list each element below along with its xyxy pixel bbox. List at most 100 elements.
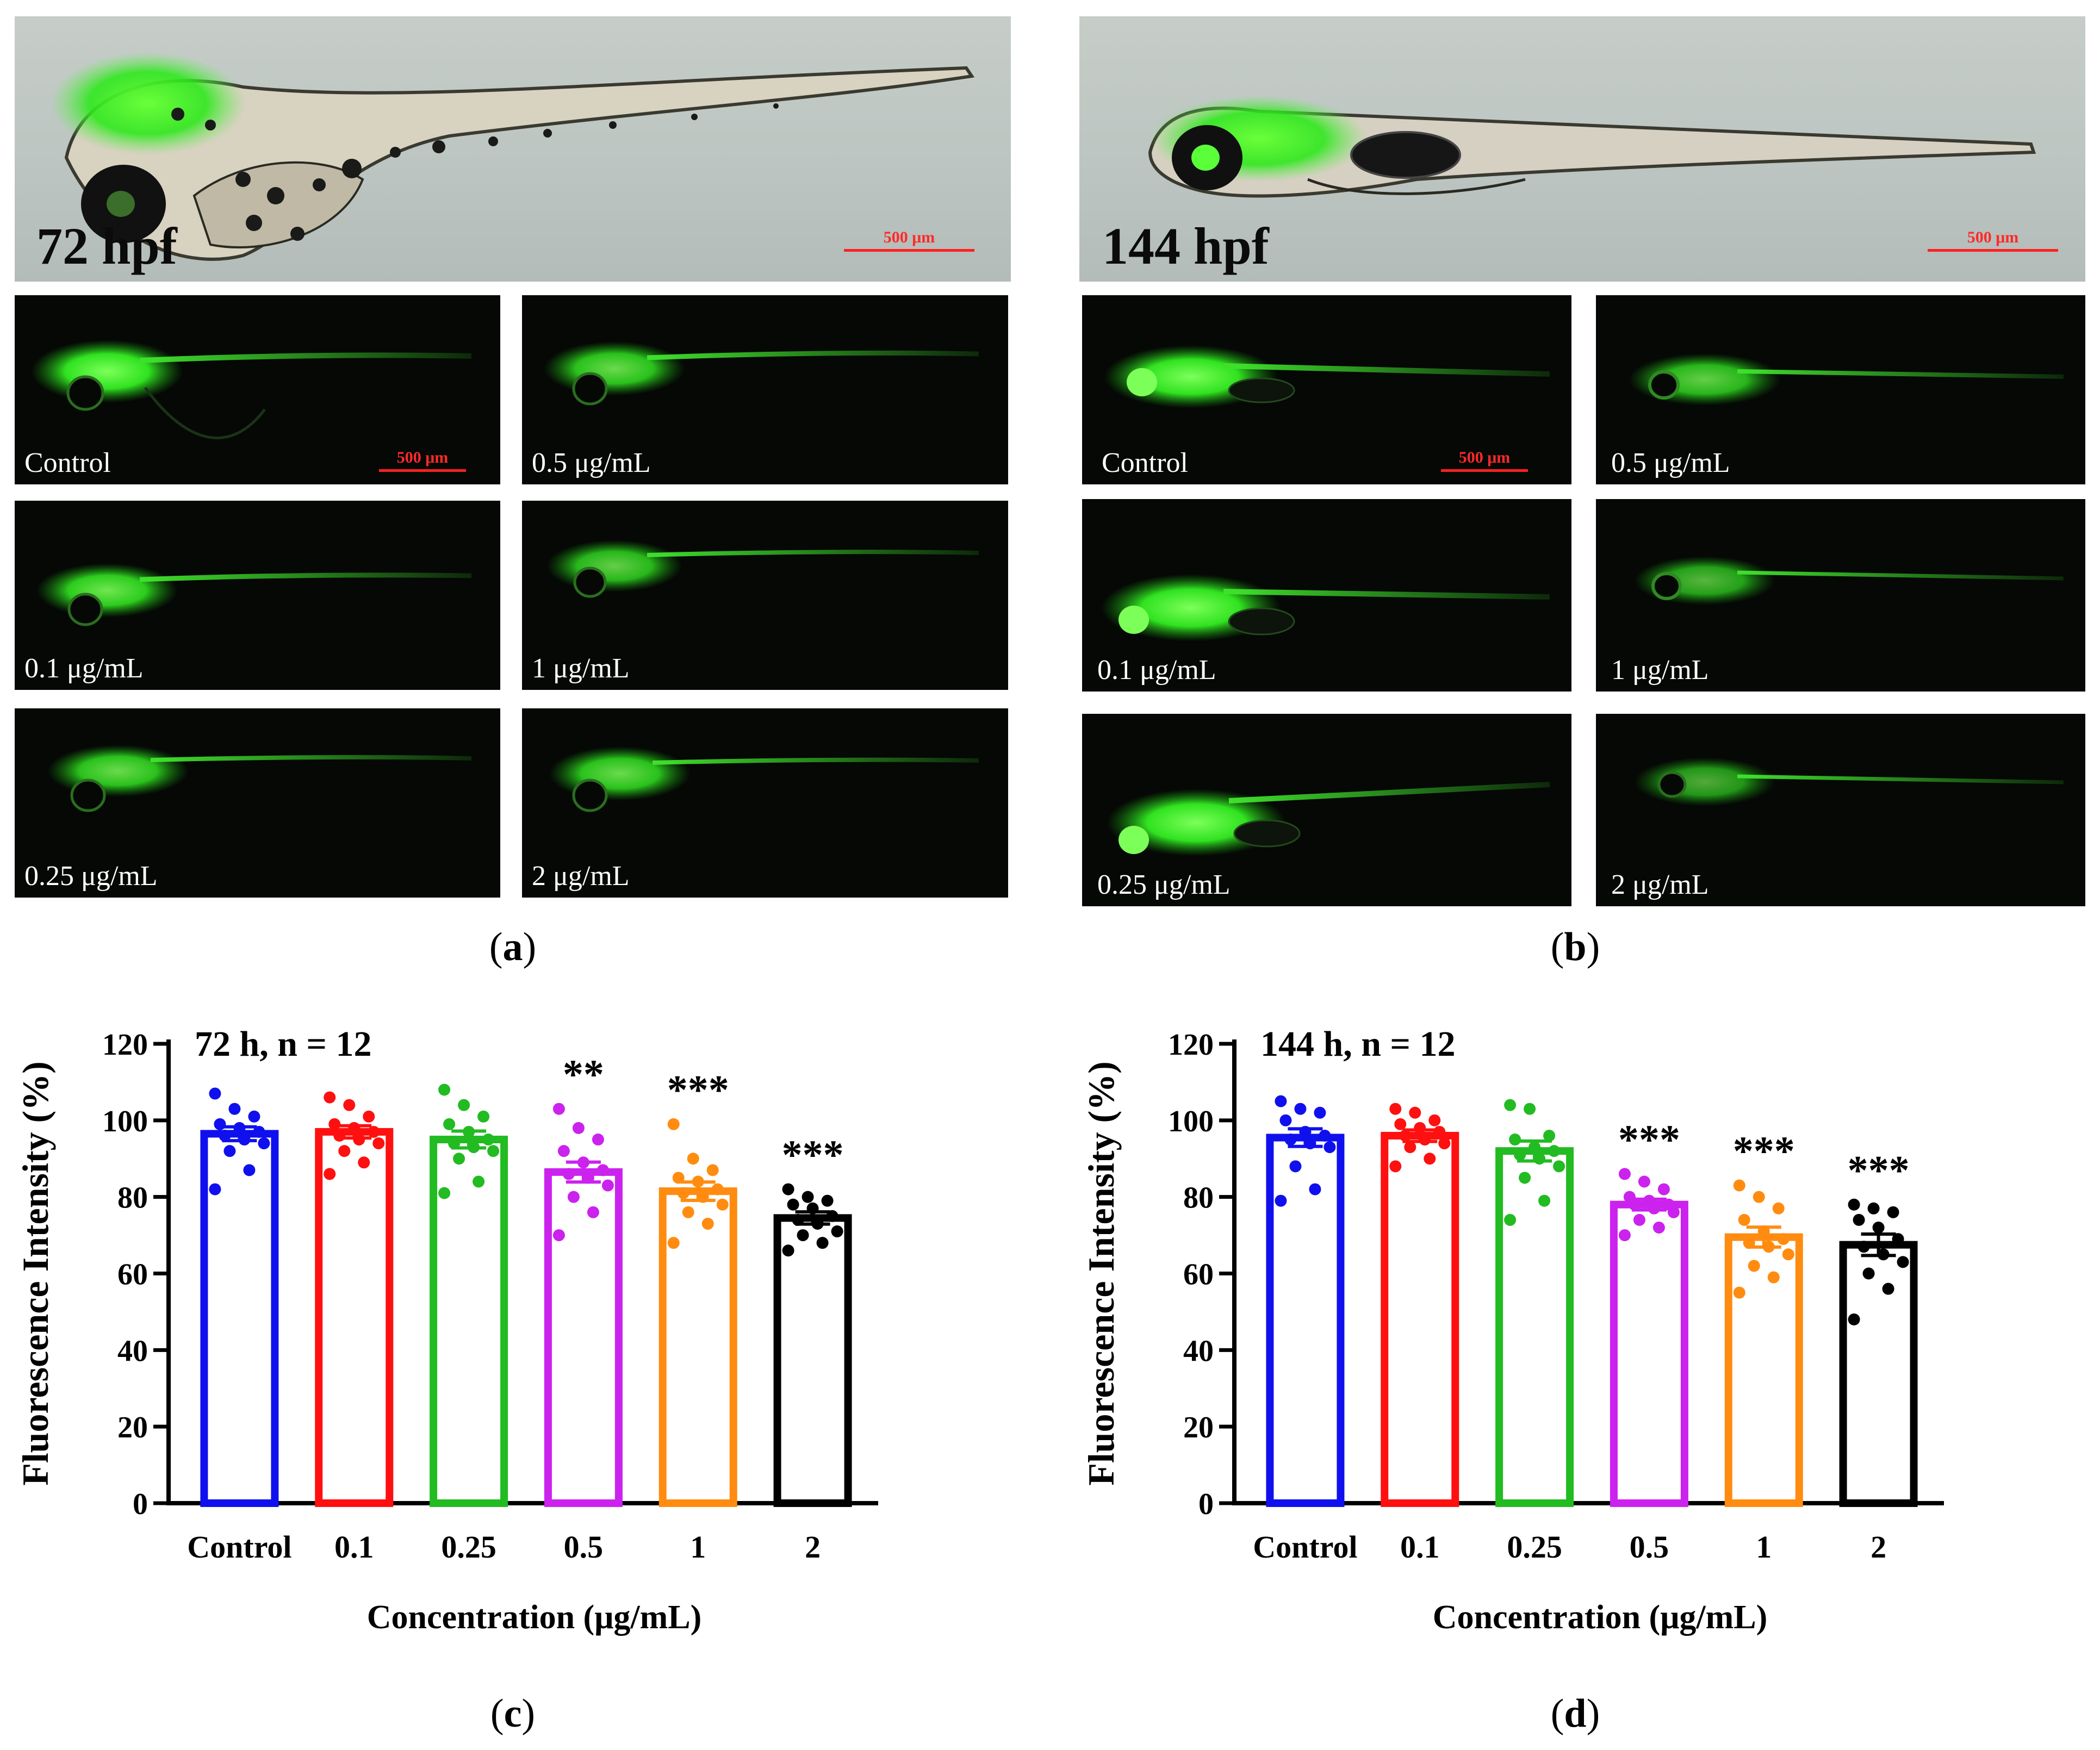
data-point: [209, 1087, 221, 1100]
larva-fluor-drawing: [544, 341, 979, 406]
data-point: [477, 1110, 490, 1123]
tile-label: 0.5 μg/mL: [532, 447, 651, 478]
larva-fluor-drawing: [1104, 345, 1550, 408]
y-tick-label: 80: [1183, 1181, 1214, 1215]
x-tick-label: Control: [187, 1529, 291, 1565]
data-point: [1404, 1141, 1416, 1154]
y-tick-label: 0: [133, 1487, 148, 1521]
caption-b: (b): [1550, 925, 1600, 969]
larva-fluor-drawing: [546, 540, 979, 598]
data-point: [597, 1164, 609, 1176]
data-point: [792, 1213, 804, 1226]
data-point: [1289, 1160, 1302, 1173]
data-point: [552, 1229, 565, 1242]
data-point: [1543, 1130, 1556, 1142]
data-point: [1419, 1134, 1431, 1146]
data-point: [1618, 1168, 1631, 1180]
x-tick-label: 1: [690, 1529, 706, 1565]
fluor-tile-a-0.1: 0.1 μg/mL: [15, 501, 500, 690]
data-point: [473, 1175, 485, 1188]
data-point: [682, 1206, 694, 1218]
larva-fluor-drawing: [1634, 556, 2064, 605]
data-point: [1897, 1256, 1909, 1268]
data-point: [1524, 1103, 1536, 1115]
bar: [315, 1128, 394, 1508]
data-point: [1438, 1137, 1451, 1150]
data-point: [1877, 1248, 1890, 1261]
bar-group: [315, 1091, 394, 1508]
data-point: [1648, 1202, 1660, 1215]
data-point: [1652, 1222, 1665, 1234]
larva-fluor-drawing: [47, 745, 472, 812]
data-point: [1872, 1222, 1885, 1234]
data-point: [1279, 1114, 1292, 1126]
data-point: [701, 1217, 714, 1230]
x-axis-label: Concentration (μg/mL): [1433, 1599, 1767, 1636]
tile-label: 2 μg/mL: [532, 861, 630, 892]
data-point: [557, 1145, 570, 1157]
data-point: [587, 1206, 599, 1218]
data-point: [363, 1110, 375, 1123]
data-point: [1667, 1206, 1680, 1218]
bar-group: ***: [1610, 1117, 1688, 1507]
data-point: [1848, 1313, 1860, 1325]
tile-label: Control: [1102, 447, 1188, 478]
bar-group: ***: [1724, 1129, 1803, 1507]
data-point: [1733, 1179, 1745, 1192]
data-point: [1757, 1225, 1770, 1238]
larva-fluor-drawing: [1107, 782, 1550, 856]
data-point: [677, 1187, 689, 1199]
fluor-tile-b-0.1: 0.1 μg/mL: [1082, 499, 1571, 692]
data-point: [333, 1130, 346, 1142]
data-point: [324, 1091, 336, 1104]
bar-group: [430, 1083, 508, 1507]
data-point: [243, 1164, 256, 1176]
data-point: [572, 1122, 585, 1134]
significance-marker: ***: [1848, 1148, 1910, 1193]
data-point: [816, 1237, 829, 1249]
x-tick-label: 2: [1871, 1529, 1886, 1565]
data-point: [438, 1083, 451, 1096]
caption-a: (a): [489, 925, 537, 969]
chart-annotation: 72 h, n = 12: [195, 1024, 372, 1064]
timepoint-label: 72 hpf: [36, 217, 177, 275]
data-point: [258, 1137, 270, 1150]
data-point: [1853, 1213, 1865, 1226]
data-point: [1533, 1153, 1546, 1165]
data-point: [1553, 1160, 1565, 1173]
bar: [1724, 1233, 1803, 1507]
significance-marker: ***: [1733, 1129, 1795, 1174]
data-point: [1514, 1149, 1526, 1161]
data-point: [1424, 1153, 1436, 1165]
tile-label: 0.1 μg/mL: [1097, 655, 1216, 686]
y-tick-label: 20: [1183, 1411, 1214, 1444]
tile-label: 2 μg/mL: [1611, 869, 1709, 900]
data-point: [1657, 1183, 1670, 1195]
fluor-tile-b-1: 1 μg/mL: [1596, 499, 2085, 692]
x-tick-label: 0.25: [441, 1529, 496, 1565]
scale-bar: 500 μm: [379, 449, 466, 472]
x-tick-label: 0.1: [334, 1529, 374, 1565]
bar-group: ***: [773, 1132, 852, 1508]
fluor-tile-b-control: Control 500 μm: [1082, 295, 1571, 484]
fluor-tile-a-control: Control 500 μm: [15, 295, 500, 484]
data-point: [353, 1134, 365, 1146]
bar: [1381, 1132, 1459, 1507]
bar-group: **: [544, 1052, 623, 1508]
data-point: [1867, 1202, 1880, 1215]
data-point: [253, 1125, 265, 1138]
data-point: [1414, 1122, 1426, 1134]
y-tick-label: 80: [117, 1181, 148, 1215]
larva-fluor-drawing: [31, 340, 472, 439]
y-tick-label: 100: [102, 1105, 148, 1138]
data-point: [697, 1191, 709, 1203]
bar-group: [1381, 1103, 1459, 1507]
data-point: [577, 1156, 589, 1169]
fluor-tile-a-0.5: 0.5 μg/mL: [522, 295, 1008, 484]
x-tick-label: 2: [805, 1529, 821, 1565]
data-point: [209, 1183, 221, 1195]
data-point: [782, 1183, 794, 1195]
data-point: [328, 1118, 341, 1130]
data-point: [438, 1187, 451, 1199]
data-point: [592, 1134, 604, 1146]
